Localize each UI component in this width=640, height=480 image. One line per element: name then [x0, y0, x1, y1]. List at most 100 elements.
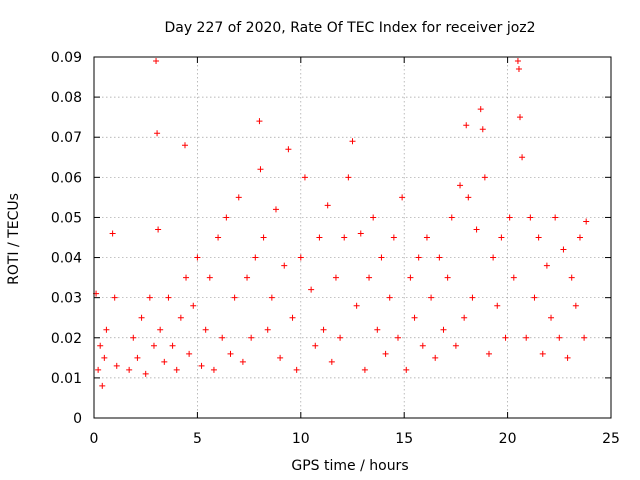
- y-tick-label: 0.06: [51, 170, 82, 186]
- y-tick-label: 0.03: [51, 291, 82, 307]
- data-point: [173, 366, 180, 373]
- data-point: [349, 138, 356, 145]
- data-point: [581, 334, 588, 341]
- data-point: [177, 314, 184, 321]
- data-point: [510, 274, 517, 281]
- data-point: [324, 202, 331, 209]
- data-point: [341, 234, 348, 241]
- data-point: [457, 182, 464, 189]
- data-point: [382, 350, 389, 357]
- data-point: [407, 274, 414, 281]
- data-point: [452, 342, 459, 349]
- data-point: [411, 314, 418, 321]
- data-point: [130, 334, 137, 341]
- data-point: [99, 382, 106, 389]
- data-point: [552, 214, 559, 221]
- data-point: [403, 366, 410, 373]
- data-point: [477, 106, 484, 113]
- data-point: [320, 326, 327, 333]
- data-point: [332, 274, 339, 281]
- data-point: [444, 274, 451, 281]
- data-point: [517, 114, 524, 121]
- data-point: [297, 254, 304, 261]
- data-point: [223, 214, 230, 221]
- data-point: [357, 230, 364, 237]
- data-point: [183, 274, 190, 281]
- data-point: [150, 342, 157, 349]
- data-point: [498, 234, 505, 241]
- y-tick-label: 0.02: [51, 331, 82, 347]
- data-point: [494, 302, 501, 309]
- x-tick-label: 15: [395, 431, 413, 447]
- y-tick-label: 0.04: [51, 251, 82, 267]
- data-point: [138, 314, 145, 321]
- data-point: [535, 234, 542, 241]
- data-point: [515, 66, 522, 73]
- data-point: [202, 326, 209, 333]
- data-point: [428, 294, 435, 301]
- data-point: [374, 326, 381, 333]
- data-point: [244, 274, 251, 281]
- data-point: [142, 370, 149, 377]
- data-point: [277, 354, 284, 361]
- x-tick-label: 25: [602, 431, 620, 447]
- data-point: [390, 234, 397, 241]
- data-point: [126, 366, 133, 373]
- data-point: [432, 354, 439, 361]
- plot-frame: [93, 56, 612, 419]
- data-point: [157, 326, 164, 333]
- data-point: [161, 358, 168, 365]
- data-point: [308, 286, 315, 293]
- data-point: [312, 342, 319, 349]
- data-point: [469, 294, 476, 301]
- data-point: [210, 366, 217, 373]
- data-point: [235, 194, 242, 201]
- data-point: [111, 294, 118, 301]
- data-point: [109, 230, 116, 237]
- data-point: [257, 166, 264, 173]
- data-point: [490, 254, 497, 261]
- data-point: [316, 234, 323, 241]
- x-tick-label: 10: [292, 431, 310, 447]
- data-point: [378, 254, 385, 261]
- y-tick-label: 0: [73, 411, 82, 427]
- data-point: [539, 350, 546, 357]
- data-point: [198, 362, 205, 369]
- data-point: [576, 234, 583, 241]
- data-point: [113, 362, 120, 369]
- data-point: [165, 294, 172, 301]
- grid-lines: [94, 57, 611, 418]
- data-point: [465, 194, 472, 201]
- data-point: [419, 342, 426, 349]
- data-point: [366, 274, 373, 281]
- y-tick-label: 0.01: [51, 371, 82, 387]
- data-point: [101, 354, 108, 361]
- data-point: [285, 146, 292, 153]
- data-point: [523, 334, 530, 341]
- data-point: [215, 234, 222, 241]
- data-point: [153, 58, 160, 65]
- data-point: [190, 302, 197, 309]
- data-point: [264, 326, 271, 333]
- data-point: [527, 214, 534, 221]
- data-point: [281, 262, 288, 269]
- data-point: [361, 366, 368, 373]
- data-point: [353, 302, 360, 309]
- data-point: [568, 274, 575, 281]
- data-point: [461, 314, 468, 321]
- data-point: [399, 194, 406, 201]
- data-point: [134, 354, 141, 361]
- chart-title: Day 227 of 2020, Rate Of TEC Index for r…: [164, 20, 535, 36]
- data-point: [548, 314, 555, 321]
- data-point: [386, 294, 393, 301]
- data-point: [95, 366, 102, 373]
- data-point: [272, 206, 279, 213]
- data-point: [154, 130, 161, 137]
- data-point: [268, 294, 275, 301]
- axis-ticks: 0 5 10 15 20 25 0 0.01 0.02 0.03 0.04 0.05 0.06 0.07 0…: [51, 50, 620, 447]
- data-point: [543, 262, 550, 269]
- data-point: [394, 334, 401, 341]
- data-point: [328, 358, 335, 365]
- data-point: [436, 254, 443, 261]
